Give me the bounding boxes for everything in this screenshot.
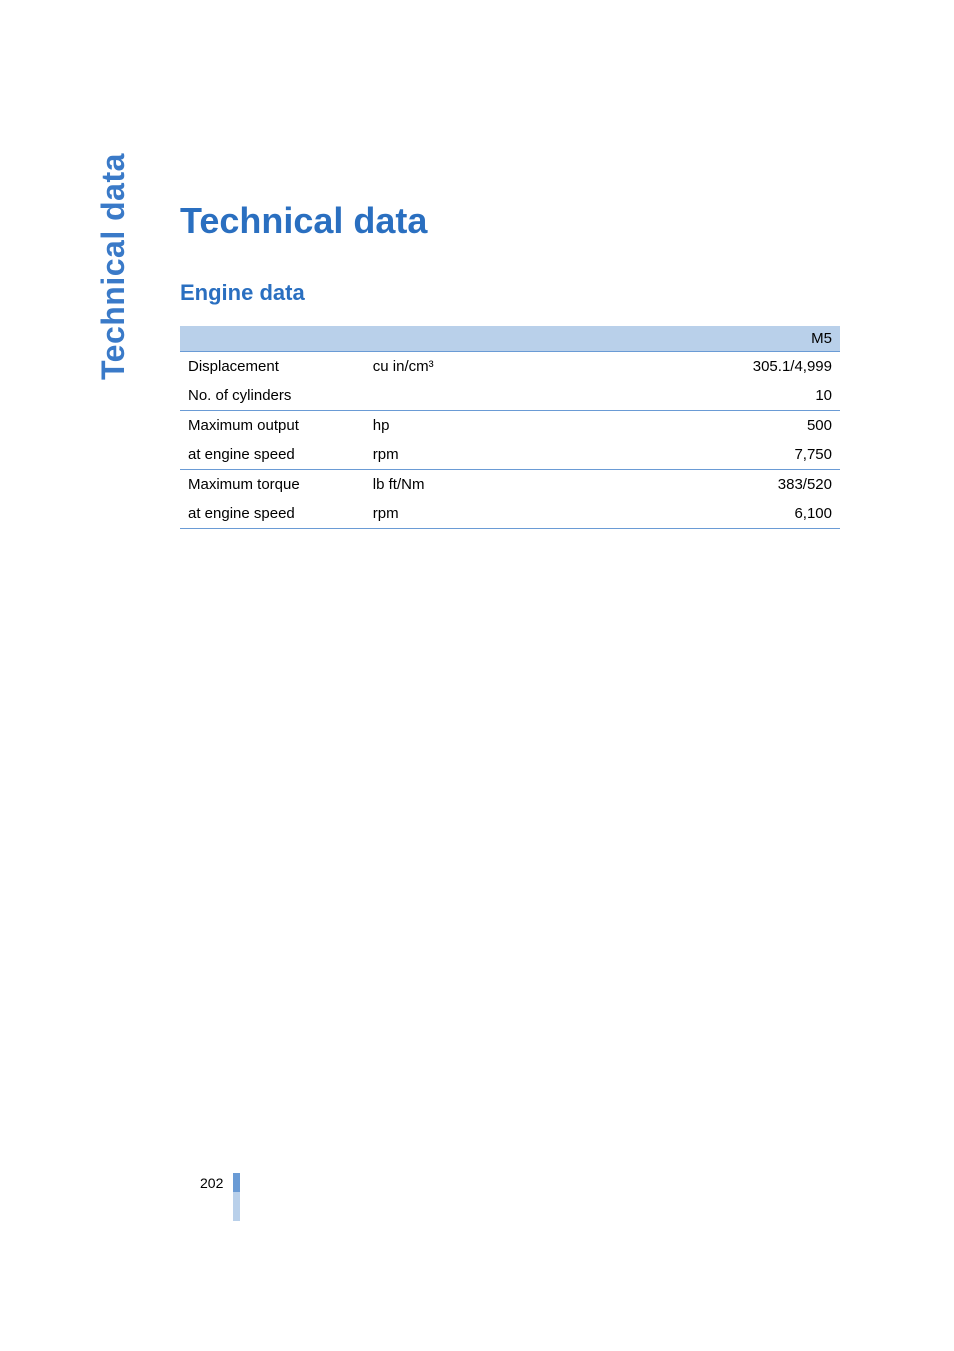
table-header-empty-1 bbox=[180, 326, 365, 352]
unit-cell bbox=[365, 381, 510, 411]
table-row: Displacementcu in/cm³305.1/4,999 bbox=[180, 352, 840, 382]
table-row: Maximum torquelb ft/Nm383/520 bbox=[180, 470, 840, 500]
param-cell: Maximum torque bbox=[180, 470, 365, 500]
value-cell: 7,750 bbox=[510, 440, 840, 470]
table-row: Maximum outputhp500 bbox=[180, 411, 840, 441]
engine-data-table: M5 Displacementcu in/cm³305.1/4,999No. o… bbox=[180, 326, 840, 529]
section-title-engine-data: Engine data bbox=[180, 280, 840, 306]
table-header-model: M5 bbox=[510, 326, 840, 352]
page-title: Technical data bbox=[180, 200, 840, 242]
unit-cell: cu in/cm³ bbox=[365, 352, 510, 382]
page-number: 202 bbox=[200, 1175, 223, 1191]
value-cell: 500 bbox=[510, 411, 840, 441]
page-footer: 202 bbox=[200, 1173, 240, 1221]
side-section-label: Technical data bbox=[95, 153, 132, 380]
param-cell: No. of cylinders bbox=[180, 381, 365, 411]
param-cell: Displacement bbox=[180, 352, 365, 382]
table-header-empty-2 bbox=[365, 326, 510, 352]
unit-cell: rpm bbox=[365, 440, 510, 470]
param-cell: at engine speed bbox=[180, 499, 365, 529]
table-row: at engine speedrpm7,750 bbox=[180, 440, 840, 470]
main-content: Technical data Engine data M5 Displaceme… bbox=[180, 200, 840, 529]
value-cell: 305.1/4,999 bbox=[510, 352, 840, 382]
unit-cell: rpm bbox=[365, 499, 510, 529]
footer-accent-bar bbox=[233, 1173, 240, 1221]
table-row: No. of cylinders 10 bbox=[180, 381, 840, 411]
value-cell: 6,100 bbox=[510, 499, 840, 529]
table-row: at engine speedrpm6,100 bbox=[180, 499, 840, 529]
unit-cell: lb ft/Nm bbox=[365, 470, 510, 500]
param-cell: Maximum output bbox=[180, 411, 365, 441]
unit-cell: hp bbox=[365, 411, 510, 441]
table-header-row: M5 bbox=[180, 326, 840, 352]
value-cell: 10 bbox=[510, 381, 840, 411]
value-cell: 383/520 bbox=[510, 470, 840, 500]
param-cell: at engine speed bbox=[180, 440, 365, 470]
